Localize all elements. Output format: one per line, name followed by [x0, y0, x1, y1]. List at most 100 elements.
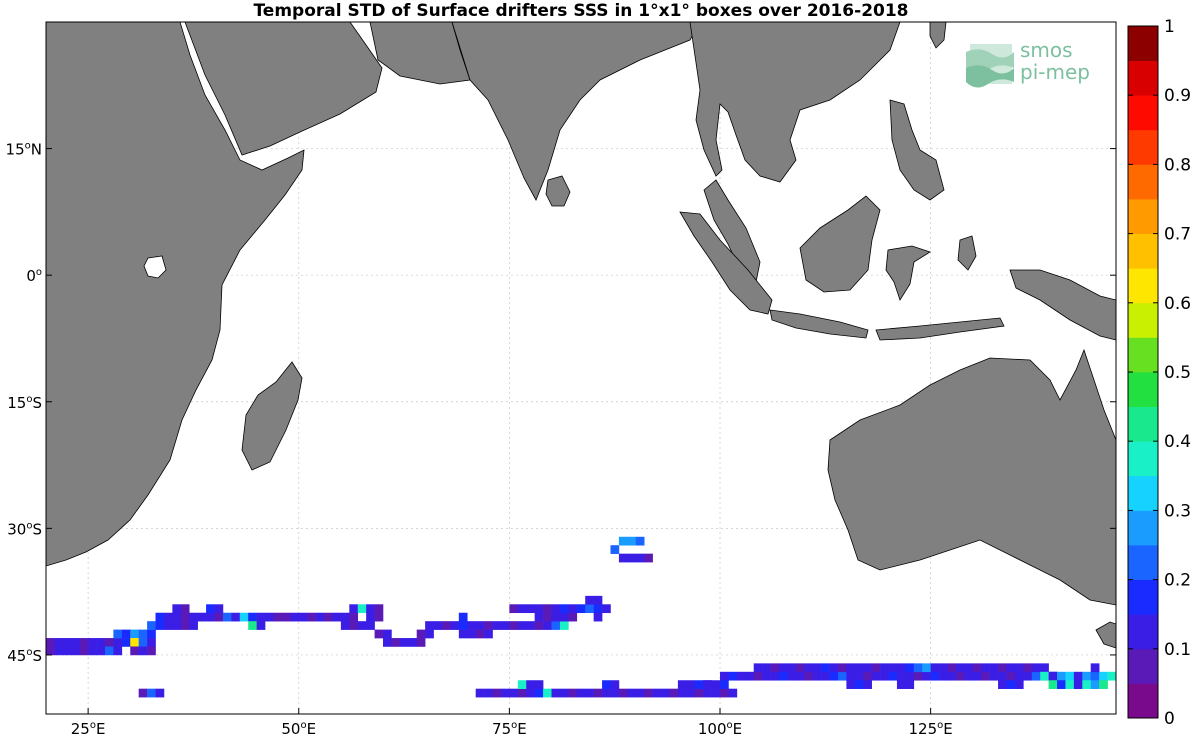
data-cell — [526, 604, 535, 614]
data-cell — [324, 612, 333, 622]
data-cell — [206, 612, 215, 622]
data-cell — [593, 688, 603, 698]
data-cell — [517, 604, 527, 614]
data-cell — [475, 688, 485, 698]
data-cell — [720, 680, 729, 689]
data-cell — [458, 621, 468, 630]
data-cell — [947, 663, 957, 673]
data-cell — [804, 663, 813, 673]
data-cell — [559, 604, 569, 614]
data-cell — [147, 629, 156, 639]
data-cell — [138, 638, 148, 647]
data-cell — [222, 612, 232, 622]
data-cell — [981, 663, 990, 673]
data-cell — [273, 612, 283, 622]
data-cell — [54, 646, 64, 656]
data-cell — [686, 680, 696, 689]
data-cell — [458, 612, 468, 622]
data-cell — [509, 621, 519, 630]
x-tick-label-1: 50oE — [281, 720, 316, 738]
data-cell — [425, 629, 434, 639]
data-cell — [517, 688, 527, 698]
data-cell — [871, 671, 881, 681]
data-cell — [1031, 671, 1041, 681]
data-cell — [703, 688, 712, 698]
data-cell — [677, 688, 687, 698]
data-cell — [677, 680, 687, 689]
data-cell — [96, 638, 106, 647]
land-india — [451, 22, 701, 201]
data-cell — [559, 612, 569, 622]
colorbar-step — [1128, 648, 1158, 684]
data-cell — [1099, 680, 1108, 689]
data-cell — [568, 604, 578, 614]
data-cell — [517, 680, 527, 689]
data-cell — [635, 553, 645, 563]
data-cell — [416, 638, 426, 647]
data-cell — [526, 688, 535, 698]
data-cell — [509, 604, 519, 614]
colorbar-step — [1128, 95, 1158, 131]
data-cell — [964, 663, 974, 673]
data-cell — [593, 612, 603, 622]
data-cell — [383, 638, 392, 647]
data-cell — [981, 671, 990, 681]
data-cell — [62, 646, 72, 656]
data-cell — [88, 646, 97, 656]
land-srilanka — [545, 175, 571, 207]
data-cell — [922, 671, 931, 681]
data-cell — [627, 553, 637, 563]
data-cell — [138, 629, 148, 639]
data-cell — [248, 612, 257, 622]
data-cell — [147, 638, 156, 647]
data-cell — [534, 621, 544, 630]
colorbar-step — [1128, 60, 1158, 96]
data-cell — [265, 612, 274, 622]
data-cell — [88, 638, 97, 647]
data-cell — [795, 663, 805, 673]
data-cell — [593, 595, 603, 605]
data-cell — [1014, 671, 1024, 681]
data-cell — [130, 646, 139, 656]
data-cell — [79, 638, 89, 647]
colorbar-tick-label-4: 0.4 — [1164, 432, 1191, 452]
data-cell — [163, 621, 173, 630]
data-cell — [1023, 671, 1033, 681]
data-cell — [1023, 663, 1033, 673]
data-cell — [534, 604, 544, 614]
data-cell — [888, 671, 898, 681]
data-cell — [888, 663, 898, 673]
colorbar-tick-label-10: 1 — [1164, 17, 1175, 37]
axis-ticks: 25oE 50oE 75oE 100oE 125oE 15oN 0o 15oS 30oS 45oS — [6, 141, 1116, 738]
data-cell — [104, 646, 114, 656]
data-cell — [206, 604, 215, 614]
data-cell — [425, 621, 434, 630]
data-cell — [391, 638, 401, 647]
land-sumatra — [679, 211, 773, 315]
colorbar-step — [1128, 26, 1158, 61]
colorbar-tick-label-1: 0.1 — [1164, 640, 1191, 660]
data-cell — [846, 663, 856, 673]
data-cell — [854, 671, 864, 681]
data-cell — [618, 688, 628, 698]
data-cell — [602, 680, 611, 689]
data-cell — [922, 663, 931, 673]
data-cell — [602, 688, 611, 698]
data-cell — [383, 629, 392, 639]
data-cell — [559, 688, 569, 698]
colorbar: 0 0.1 0.2 0.3 0.4 0.5 0.6 0.7 0.8 0.9 1 — [1127, 17, 1191, 729]
data-cell — [349, 621, 359, 630]
data-cell — [778, 671, 788, 681]
data-cell — [627, 688, 637, 698]
data-cell — [214, 604, 224, 614]
data-cell — [458, 629, 468, 639]
data-cell — [147, 688, 156, 698]
data-cell — [955, 671, 965, 681]
logo-icon — [966, 44, 1014, 88]
colorbar-step — [1128, 510, 1158, 546]
data-cell — [1014, 680, 1024, 689]
data-cell — [551, 604, 561, 614]
data-cell — [880, 663, 889, 673]
data-cell — [509, 688, 519, 698]
colorbar-step — [1128, 302, 1158, 338]
